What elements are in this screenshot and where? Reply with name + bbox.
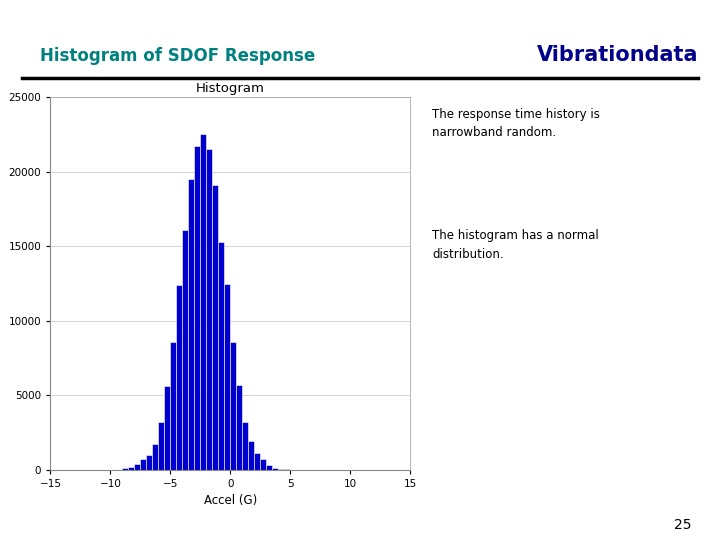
Bar xyxy=(194,146,200,470)
Bar xyxy=(230,342,236,470)
Bar xyxy=(225,284,230,470)
Bar xyxy=(261,460,266,470)
Bar xyxy=(266,465,272,470)
Text: Histogram of SDOF Response: Histogram of SDOF Response xyxy=(40,47,315,65)
Bar xyxy=(236,385,243,470)
Bar xyxy=(254,453,261,470)
Text: 25: 25 xyxy=(674,518,691,532)
Bar xyxy=(248,442,254,470)
Bar xyxy=(140,460,146,470)
Bar xyxy=(189,179,194,470)
Bar xyxy=(207,150,212,470)
Y-axis label: Counts: Counts xyxy=(0,263,3,304)
Bar xyxy=(279,469,284,470)
Text: Vibrationdata: Vibrationdata xyxy=(537,45,698,65)
Bar xyxy=(176,285,182,470)
X-axis label: Accel (G): Accel (G) xyxy=(204,495,257,508)
Text: The histogram has a normal
distribution.: The histogram has a normal distribution. xyxy=(432,230,599,260)
Bar xyxy=(272,468,279,470)
Bar xyxy=(146,455,153,470)
Bar xyxy=(200,134,207,470)
Bar xyxy=(153,444,158,470)
Bar xyxy=(171,342,176,470)
Bar xyxy=(212,185,218,470)
Bar xyxy=(135,464,140,470)
Title: Histogram: Histogram xyxy=(196,82,265,94)
Bar xyxy=(218,242,225,470)
Bar xyxy=(164,386,171,470)
Bar xyxy=(243,422,248,470)
Bar xyxy=(128,467,135,470)
Bar xyxy=(182,230,189,470)
Bar xyxy=(122,468,128,470)
Text: The response time history is
narrowband random.: The response time history is narrowband … xyxy=(432,108,600,139)
Bar xyxy=(158,422,164,470)
